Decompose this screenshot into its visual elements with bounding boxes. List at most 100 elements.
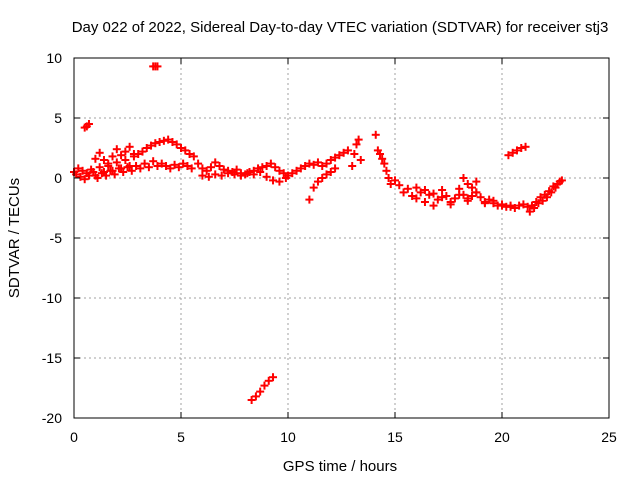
data-point xyxy=(275,177,284,186)
data-point xyxy=(89,168,98,176)
data-point xyxy=(420,198,429,206)
x-tick-label: 15 xyxy=(387,429,403,445)
data-point xyxy=(117,151,126,160)
data-point xyxy=(521,142,530,151)
data-point xyxy=(429,201,438,210)
data-point xyxy=(269,176,278,185)
data-point xyxy=(256,387,265,396)
data-point xyxy=(110,170,119,179)
data-point xyxy=(504,151,513,160)
data-point xyxy=(123,163,132,172)
data-point xyxy=(78,166,87,175)
data-point xyxy=(322,159,331,168)
data-point xyxy=(164,135,173,144)
data-point xyxy=(264,376,273,385)
data-point xyxy=(162,162,171,170)
data-point xyxy=(217,171,226,180)
y-tick-label: 5 xyxy=(54,110,62,126)
data-point xyxy=(206,163,215,172)
data-point xyxy=(335,151,344,160)
data-point xyxy=(112,158,121,167)
data-point xyxy=(266,159,275,168)
data-point xyxy=(292,166,301,175)
data-point xyxy=(236,171,245,180)
x-tick-label: 10 xyxy=(280,429,296,445)
data-point xyxy=(305,159,314,168)
data-point xyxy=(391,176,399,185)
data-point xyxy=(527,201,536,210)
data-point xyxy=(433,195,442,204)
data-point xyxy=(144,163,153,172)
data-point xyxy=(153,162,162,170)
data-point xyxy=(219,165,228,174)
data-point xyxy=(136,164,145,173)
data-point xyxy=(557,176,566,185)
data-point xyxy=(519,200,528,209)
data-point xyxy=(249,170,258,179)
data-point xyxy=(322,170,331,179)
data-point xyxy=(142,144,151,152)
data-point xyxy=(540,190,549,199)
data-point xyxy=(508,148,517,157)
data-point xyxy=(151,139,160,148)
y-axis-label: SDTVAR / TECUs xyxy=(6,178,23,298)
data-point xyxy=(74,164,83,173)
data-point xyxy=(271,163,280,172)
data-point xyxy=(262,162,271,170)
data-point xyxy=(354,135,363,144)
data-point xyxy=(198,171,207,180)
data-point xyxy=(224,169,233,178)
y-tick-label: -20 xyxy=(42,410,62,426)
data-point xyxy=(106,166,115,175)
data-point xyxy=(262,172,271,181)
data-point xyxy=(204,172,213,181)
data-point xyxy=(348,162,357,170)
data-point xyxy=(442,192,451,200)
data-point xyxy=(170,160,179,169)
data-point xyxy=(84,171,93,180)
data-point xyxy=(532,198,541,206)
data-point xyxy=(138,147,147,156)
data-point xyxy=(189,152,198,161)
data-point xyxy=(174,163,183,172)
data-point xyxy=(112,145,121,154)
data-point xyxy=(102,171,111,180)
data-point xyxy=(157,159,166,168)
y-tick-label: -5 xyxy=(50,230,63,246)
y-tick-label: -15 xyxy=(42,350,62,366)
data-point xyxy=(386,180,395,188)
data-point xyxy=(159,136,168,145)
data-point xyxy=(468,183,477,192)
axis-ticks: 0 5 10 15 20 25 10 5 0 -5 -10 -15 -20 xyxy=(42,50,617,445)
data-point xyxy=(313,177,322,186)
data-points xyxy=(70,62,566,404)
data-point xyxy=(232,165,241,174)
data-point xyxy=(339,148,348,157)
data-point xyxy=(84,120,93,128)
data-point xyxy=(318,174,327,182)
data-point xyxy=(485,195,494,204)
data-point xyxy=(408,192,417,200)
data-point xyxy=(99,156,108,164)
data-point xyxy=(343,146,352,155)
data-point xyxy=(380,159,389,168)
data-point xyxy=(356,156,365,164)
y-tick-label: 10 xyxy=(46,50,62,66)
y-tick-label: 0 xyxy=(54,170,62,186)
data-point xyxy=(147,141,156,150)
data-point xyxy=(104,159,113,168)
grid-lines xyxy=(74,58,609,418)
data-point xyxy=(251,392,260,401)
x-tick-label: 20 xyxy=(494,429,510,445)
x-tick-label: 5 xyxy=(177,429,185,445)
data-point xyxy=(313,158,322,167)
data-point xyxy=(80,175,89,184)
data-point xyxy=(553,180,562,188)
data-point xyxy=(149,157,158,166)
data-point xyxy=(76,172,85,181)
data-point xyxy=(125,142,134,151)
data-point xyxy=(97,169,106,178)
data-point xyxy=(352,140,361,149)
